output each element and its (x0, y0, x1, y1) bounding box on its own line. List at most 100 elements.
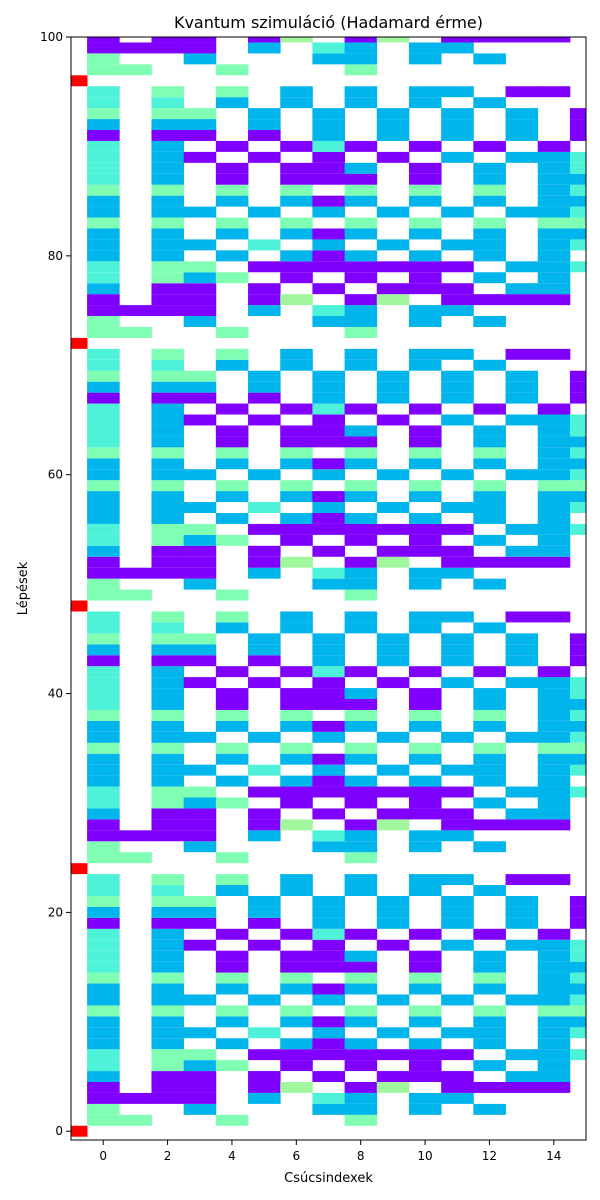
heatmap-cell (312, 830, 345, 842)
heatmap-cell (441, 206, 474, 218)
heatmap-cell (441, 283, 474, 295)
heatmap-cell (87, 1082, 120, 1093)
heatmap-cell (87, 370, 120, 382)
heatmap-cell (87, 885, 120, 896)
heatmap-cell (248, 523, 281, 535)
heatmap-cell (441, 611, 474, 623)
heatmap-cell (151, 425, 185, 437)
heatmap-cell (248, 939, 281, 951)
heatmap-cell (408, 611, 442, 623)
heatmap-cell (312, 666, 345, 678)
heatmap-cell (344, 567, 378, 579)
heatmap-cell (87, 895, 120, 907)
heatmap-cell (87, 491, 120, 503)
heatmap-cell (312, 961, 345, 973)
heatmap-cell (87, 195, 120, 207)
heatmap-cell (441, 294, 474, 306)
heatmap-cell (312, 655, 345, 667)
heatmap-cell (151, 370, 185, 382)
heatmap-cell (87, 1071, 120, 1082)
heatmap-cell (280, 928, 313, 940)
heatmap-cell (248, 283, 281, 295)
heatmap-cell (183, 906, 217, 918)
x-tick-label: 12 (482, 1149, 497, 1163)
x-tick-label: 10 (417, 1149, 432, 1163)
heatmap-cell (312, 305, 345, 317)
heatmap-cell (473, 764, 506, 776)
heatmap-cell (344, 140, 378, 152)
heatmap-cell (569, 677, 587, 689)
heatmap-cell (344, 688, 378, 700)
heatmap-cell (473, 37, 506, 43)
heatmap-cell (151, 206, 185, 218)
heatmap-cell (569, 895, 587, 907)
heatmap-cell (344, 348, 378, 360)
heatmap-cell (537, 458, 571, 470)
heatmap-cell (312, 469, 345, 481)
heatmap-cell (344, 534, 378, 546)
heatmap-cell (119, 589, 152, 601)
heatmap-cell (151, 961, 185, 973)
heatmap-cell (87, 589, 120, 601)
heatmap-cell (537, 162, 571, 174)
heatmap-cell (151, 130, 185, 141)
heatmap-cell (473, 928, 506, 940)
heatmap-cell (344, 316, 378, 327)
heatmap-cell (312, 1038, 345, 1050)
heatmap-cell (537, 272, 571, 284)
heatmap-cell (473, 228, 506, 240)
heatmap-cell (569, 458, 587, 470)
heatmap-cell (87, 480, 120, 492)
heatmap-cell (248, 677, 281, 689)
heatmap-cell (183, 655, 217, 667)
heatmap-cell (248, 1071, 281, 1082)
heatmap-cell (537, 436, 571, 448)
heatmap-cell (280, 272, 313, 284)
heatmap-cell (87, 294, 120, 306)
heatmap-cell (441, 305, 474, 317)
heatmap-cell (312, 250, 345, 262)
heatmap-cell (280, 1082, 313, 1093)
heatmap-cell (473, 436, 506, 448)
heatmap-cell (71, 863, 88, 875)
heatmap-cell (408, 808, 442, 820)
heatmap-cell (344, 359, 378, 371)
heatmap-cell (151, 1005, 185, 1017)
heatmap-cell (505, 392, 539, 404)
heatmap-cell (441, 1071, 474, 1082)
heatmap-cell (505, 261, 539, 273)
heatmap-cell (312, 895, 345, 907)
heatmap-cell (151, 469, 185, 481)
heatmap-cell (441, 786, 474, 798)
heatmap-cell (569, 1027, 587, 1039)
heatmap-cell (183, 534, 217, 546)
heatmap-cell (344, 950, 378, 962)
heatmap-cell (183, 731, 217, 743)
heatmap-cell (344, 447, 378, 459)
heatmap-cell (280, 359, 313, 371)
heatmap-cell (569, 950, 587, 962)
heatmap-cell (408, 885, 442, 896)
heatmap-cell (280, 425, 313, 437)
heatmap-cell (408, 1092, 442, 1104)
heatmap-cell (569, 491, 587, 503)
heatmap-cell (408, 316, 442, 327)
heatmap-cell (312, 1027, 345, 1039)
heatmap-cell (537, 283, 571, 295)
heatmap-cell (215, 359, 249, 371)
heatmap-cell (151, 917, 185, 929)
heatmap-cell (473, 819, 506, 831)
heatmap-cell (215, 709, 249, 721)
heatmap-cell (473, 753, 506, 765)
heatmap-cell (441, 381, 474, 393)
heatmap-cell (344, 852, 378, 864)
heatmap-cell (151, 239, 185, 251)
heatmap-cell (537, 239, 571, 251)
heatmap-cell (87, 173, 120, 185)
heatmap-cell (408, 534, 442, 546)
heatmap-cell (151, 972, 185, 984)
heatmap-cell (312, 841, 345, 853)
heatmap-cell (183, 119, 217, 131)
heatmap-cell (151, 447, 185, 459)
heatmap-cell (408, 523, 442, 535)
